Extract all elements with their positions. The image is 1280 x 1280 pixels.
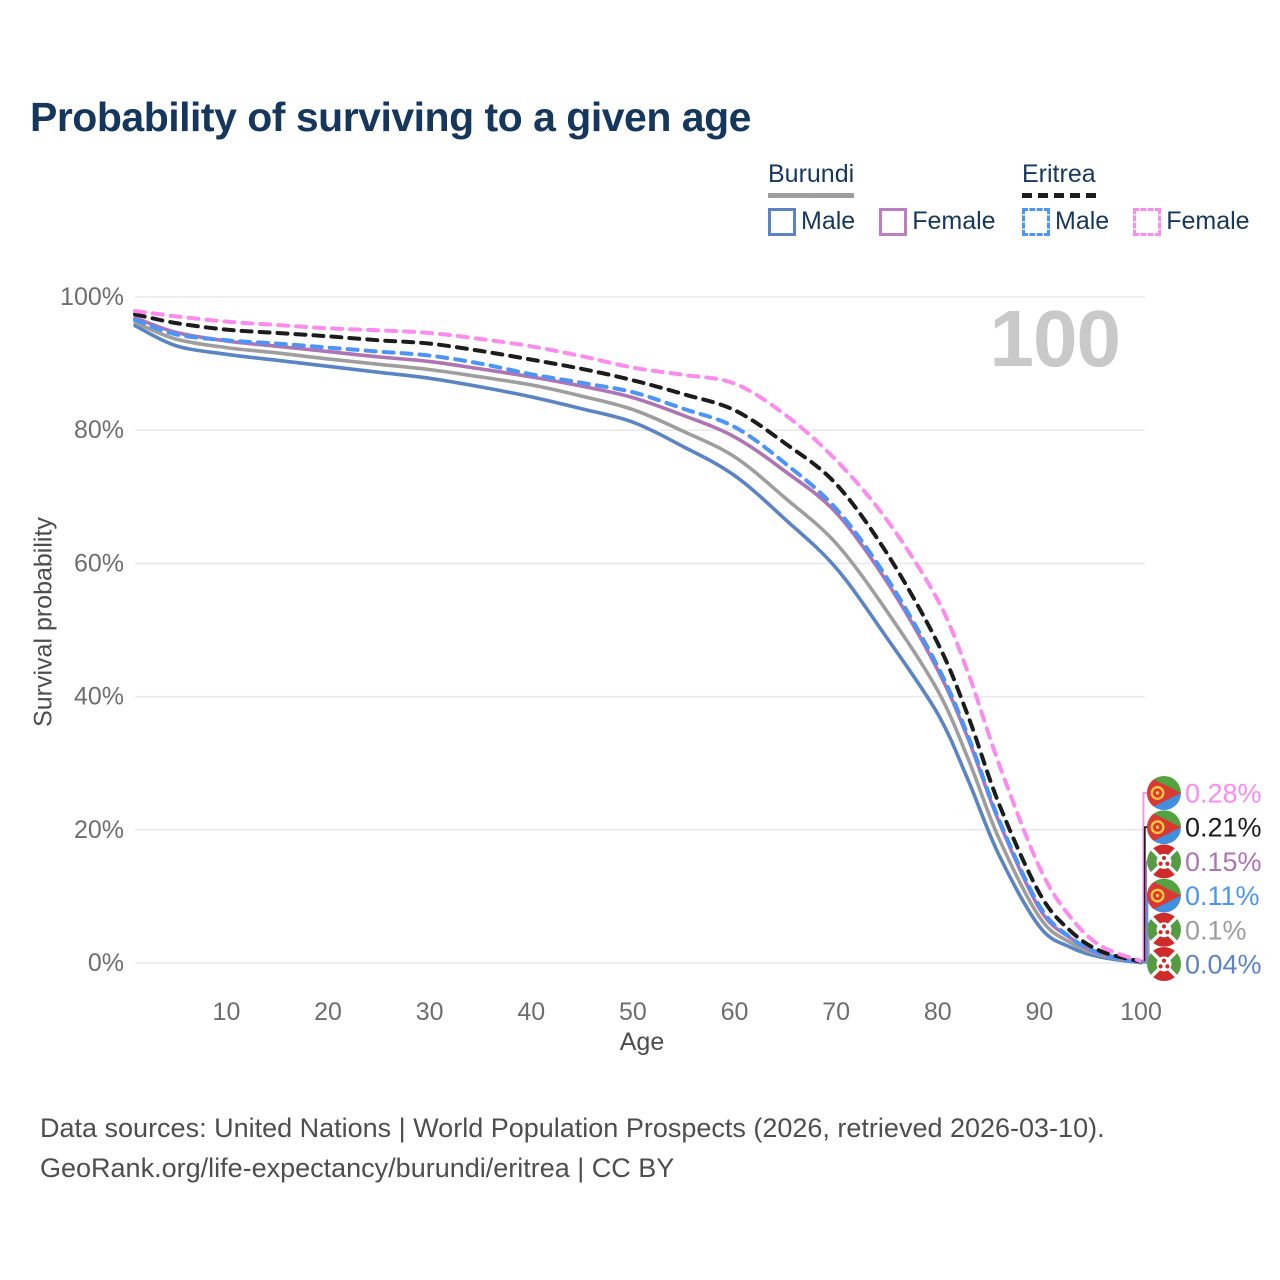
- attribution-line: GeoRank.org/life-expectancy/burundi/erit…: [40, 1153, 675, 1183]
- data-sources-line: Data sources: United Nations | World Pop…: [40, 1113, 1105, 1143]
- series-eritrea-both-sexes: [133, 312, 1143, 964]
- x-tick-label: 90: [1025, 998, 1053, 1026]
- series-eritrea-male: [133, 317, 1143, 965]
- eritrea-male-swatch[interactable]: [1022, 207, 1050, 236]
- legend-heading-eritrea: Eritrea: [1022, 160, 1096, 198]
- y-tick-label: 60%: [74, 549, 124, 577]
- x-tick-label: 40: [517, 998, 545, 1026]
- page-title: Probability of surviving to a given age: [30, 94, 751, 140]
- burundi-flag-icon: [1147, 947, 1181, 981]
- eritrea-female-swatch[interactable]: [1133, 207, 1162, 236]
- x-tick-label: 50: [619, 998, 647, 1026]
- current-age-watermark: 100: [989, 294, 1121, 383]
- x-tick-label: 60: [721, 998, 749, 1026]
- eritrea-flag-icon: [1147, 776, 1181, 810]
- legend: Burundi Male Female Eritrea Male: [0, 160, 1280, 240]
- footer: Data sources: United Nations | World Pop…: [40, 1108, 1105, 1188]
- end-label: 0.15%: [1185, 847, 1262, 877]
- x-tick-label: 30: [416, 998, 444, 1026]
- y-axis-title: Survival probability: [29, 517, 58, 727]
- series-burundi-female: [133, 315, 1143, 964]
- eritrea-flag-icon: [1147, 878, 1181, 913]
- x-tick-label: 80: [924, 998, 952, 1026]
- legend-item-label: Male: [801, 207, 856, 235]
- legend-item-label: Male: [1055, 207, 1110, 235]
- x-axis-title: Age: [619, 1028, 665, 1056]
- series-eritrea-female: [133, 308, 1143, 964]
- x-tick-label: 20: [314, 998, 342, 1026]
- end-label: 0.04%: [1185, 950, 1262, 980]
- series-burundi-male: [133, 323, 1143, 965]
- legend-heading-burundi: Burundi: [768, 160, 855, 198]
- x-tick-label: 70: [822, 998, 850, 1026]
- legend-group-burundi: Burundi Male Female: [768, 160, 996, 236]
- end-label: 0.11%: [1185, 881, 1260, 911]
- end-label: 0.21%: [1185, 813, 1262, 843]
- legend-item-eritrea-male[interactable]: Male: [1022, 207, 1109, 236]
- legend-item-label: Female: [1166, 207, 1250, 235]
- burundi-flag-icon: [1147, 912, 1181, 947]
- y-tick-label: 20%: [74, 816, 124, 844]
- y-tick-label: 40%: [74, 683, 124, 711]
- legend-item-burundi-male[interactable]: Male: [768, 207, 855, 236]
- x-tick-label: 10: [213, 998, 241, 1026]
- end-label: 0.28%: [1185, 779, 1262, 809]
- burundi-male-swatch[interactable]: [768, 207, 796, 236]
- burundi-female-swatch[interactable]: [879, 207, 908, 236]
- legend-item-burundi-female[interactable]: Female: [879, 207, 996, 236]
- legend-item-eritrea-female[interactable]: Female: [1133, 207, 1250, 236]
- legend-group-eritrea: Eritrea Male Female: [1022, 160, 1250, 236]
- y-tick-label: 80%: [74, 416, 124, 444]
- burundi-flag-icon: [1147, 844, 1181, 879]
- end-label: 0.1%: [1185, 915, 1247, 945]
- legend-item-label: Female: [912, 207, 996, 235]
- series-burundi-both-sexes: [133, 320, 1143, 965]
- x-tick-label: 100: [1120, 998, 1162, 1026]
- y-tick-label: 0%: [88, 949, 124, 977]
- eritrea-flag-icon: [1147, 810, 1181, 845]
- y-tick-label: 100%: [60, 283, 124, 311]
